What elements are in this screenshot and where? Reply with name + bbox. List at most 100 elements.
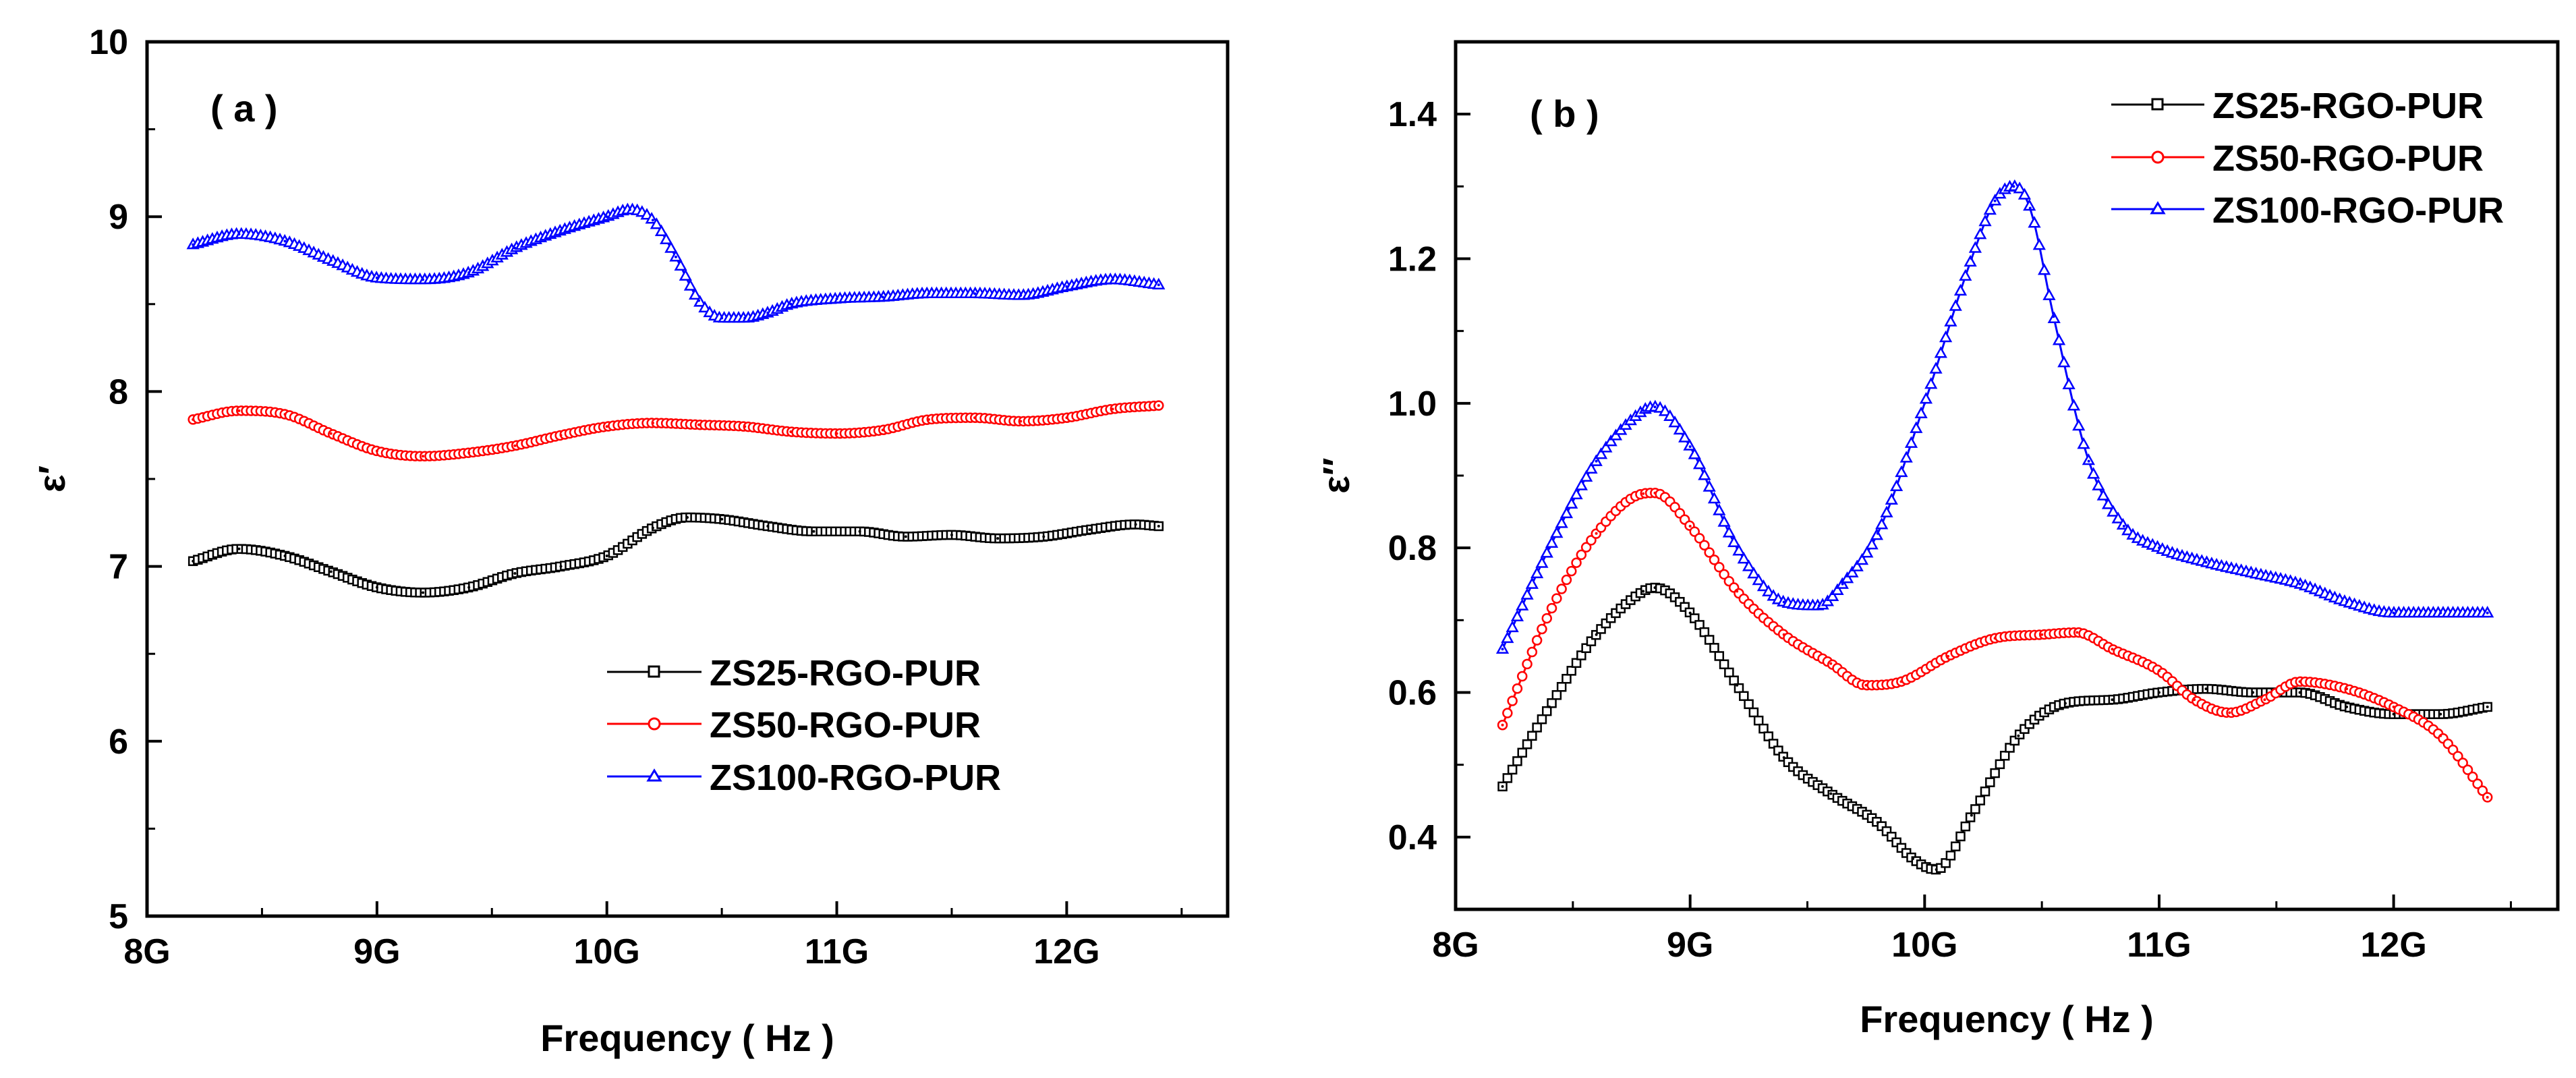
x-axis-title-a: Frequency ( Hz )	[540, 1017, 834, 1059]
series-marker-a-2	[674, 258, 687, 271]
series-marker-b-2	[1525, 577, 1539, 589]
series-marker-b-1	[2462, 764, 2473, 775]
data-point-b-0-22	[2439, 712, 2442, 716]
series-marker-b-0	[1541, 706, 1552, 716]
legend-entry-zs100-a: ZS100-RGO-PUR	[607, 758, 1001, 798]
series-marker-b-0	[1960, 821, 1971, 832]
series-marker-b-2	[1742, 559, 1756, 571]
data-point-b-0-4	[1653, 586, 1657, 590]
data-point-a-0-4	[375, 586, 378, 589]
series-marker-b-2	[2062, 377, 2076, 389]
series-layer-a	[186, 202, 1166, 598]
series-marker-a-2	[650, 217, 663, 229]
data-point-b-1-8	[1829, 662, 1833, 665]
data-point-b-1-17	[2193, 698, 2196, 702]
series-marker-b-0	[1945, 851, 1956, 861]
series-marker-b-2	[2121, 523, 2135, 536]
data-point-b-2-7	[1782, 600, 1785, 604]
series-marker-b-1	[1719, 569, 1729, 580]
series-marker-b-0	[1566, 666, 1576, 676]
series-marker-b-0	[1522, 739, 1533, 749]
series-marker-a-2	[679, 268, 692, 281]
series-marker-b-2	[1983, 202, 1997, 215]
y-tick-label-b-0: 0.4	[1388, 818, 1437, 857]
series-marker-b-2	[1762, 584, 1775, 597]
legend-b: ZS25-RGO-PUR ZS50-RGO-PUR ZS100-RGO-PUR	[2111, 86, 2504, 231]
series-marker-b-2	[2111, 511, 2125, 523]
series-a-1	[188, 400, 1164, 462]
series-marker-b-0	[1719, 659, 1729, 669]
series-marker-b-2	[1501, 631, 1514, 644]
series-marker-b-2	[1550, 526, 1564, 538]
series-marker-a-2	[645, 212, 658, 224]
series-marker-b-2	[1752, 573, 1765, 586]
data-point-b-0-3	[1642, 590, 1645, 593]
series-marker-b-2	[1747, 567, 1761, 579]
data-point-a-2-4	[375, 276, 378, 279]
series-marker-b-2	[1683, 438, 1696, 451]
series-marker-b-0	[1507, 764, 1518, 775]
data-point-a-1-7	[513, 444, 517, 447]
series-a-2	[186, 202, 1166, 323]
data-point-b-1-22	[2392, 705, 2395, 708]
series-marker-b-0	[1527, 731, 1537, 741]
series-marker-b-2	[1555, 516, 1568, 528]
data-point-a-1-3	[329, 432, 333, 435]
data-point-b-0-16	[2157, 691, 2160, 694]
legend-entry-zs50-a: ZS50-RGO-PUR	[607, 705, 981, 745]
series-marker-b-0	[1537, 714, 1547, 725]
data-point-b-2-8	[1817, 604, 1821, 607]
y-tick-label-b-5: 1.4	[1388, 95, 1437, 134]
data-point-a-2-22	[1019, 293, 1023, 297]
data-point-a-1-5	[422, 455, 425, 458]
x-tick-label-a-4: 12G	[1033, 932, 1099, 971]
series-marker-b-1	[1709, 555, 1720, 565]
legend-marker-zs25-a	[648, 665, 660, 678]
series-marker-b-0	[1576, 650, 1586, 660]
series-marker-b-2	[1559, 506, 1574, 519]
data-point-b-0-12	[1970, 814, 1973, 817]
series-marker-b-2	[1520, 588, 1534, 600]
data-point-b-0-21	[2392, 712, 2395, 716]
series-marker-b-2	[2082, 453, 2095, 465]
series-marker-b-2	[1535, 556, 1549, 568]
series-marker-b-2	[1959, 268, 1972, 281]
data-point-a-0-14	[812, 530, 815, 533]
series-marker-trail-a-1	[188, 400, 1164, 462]
series-marker-b-2	[1565, 497, 1578, 509]
series-marker-b-2	[1880, 505, 1893, 517]
series-marker-b-2	[2052, 333, 2066, 345]
series-marker-b-0	[1941, 858, 1951, 868]
series-marker-b-2	[1910, 421, 1923, 433]
series-marker-b-0	[1739, 691, 1749, 702]
series-marker-b-0	[1763, 731, 1774, 741]
series-marker-b-2	[1599, 441, 1613, 453]
series-marker-b-1	[1566, 565, 1577, 577]
x-tick-label-a-3: 11G	[805, 932, 869, 971]
legend-entry-zs50-b: ZS50-RGO-PUR	[2111, 138, 2484, 179]
data-point-a-0-15	[858, 530, 861, 533]
data-point-b-2-11	[1923, 401, 1926, 405]
data-point-a-2-11	[651, 219, 654, 222]
series-marker-b-2	[2042, 288, 2056, 300]
data-point-b-1-14	[2076, 631, 2079, 634]
y-tick-label-a-0: 5	[109, 897, 128, 936]
series-marker-b-2	[1974, 227, 1987, 239]
data-point-a-0-3	[329, 570, 333, 573]
data-point-b-1-13	[2040, 633, 2044, 636]
data-point-a-2-3	[329, 259, 333, 262]
legend-marker-zs50-a	[648, 717, 661, 731]
data-point-a-0-7	[513, 571, 517, 575]
data-point-b-2-23	[2345, 600, 2349, 604]
series-marker-b-2	[1732, 544, 1746, 556]
series-marker-b-2	[1914, 406, 1928, 418]
chart-b: 8G 9G 10G 11G 12G 0.4 0.6 0.8 1.0 1.2 1.4 ( b ) Fr…	[1315, 40, 2560, 1040]
series-marker-b-2	[2096, 488, 2110, 501]
series-marker-b-1	[1502, 708, 1513, 718]
data-point-b-2-6	[1736, 546, 1739, 550]
data-point-a-1-8	[559, 434, 563, 437]
series-marker-b-1	[1704, 547, 1715, 558]
data-point-a-1-11	[697, 423, 701, 426]
series-marker-b-2	[2087, 467, 2100, 479]
data-point-b-1-24	[2486, 795, 2489, 799]
